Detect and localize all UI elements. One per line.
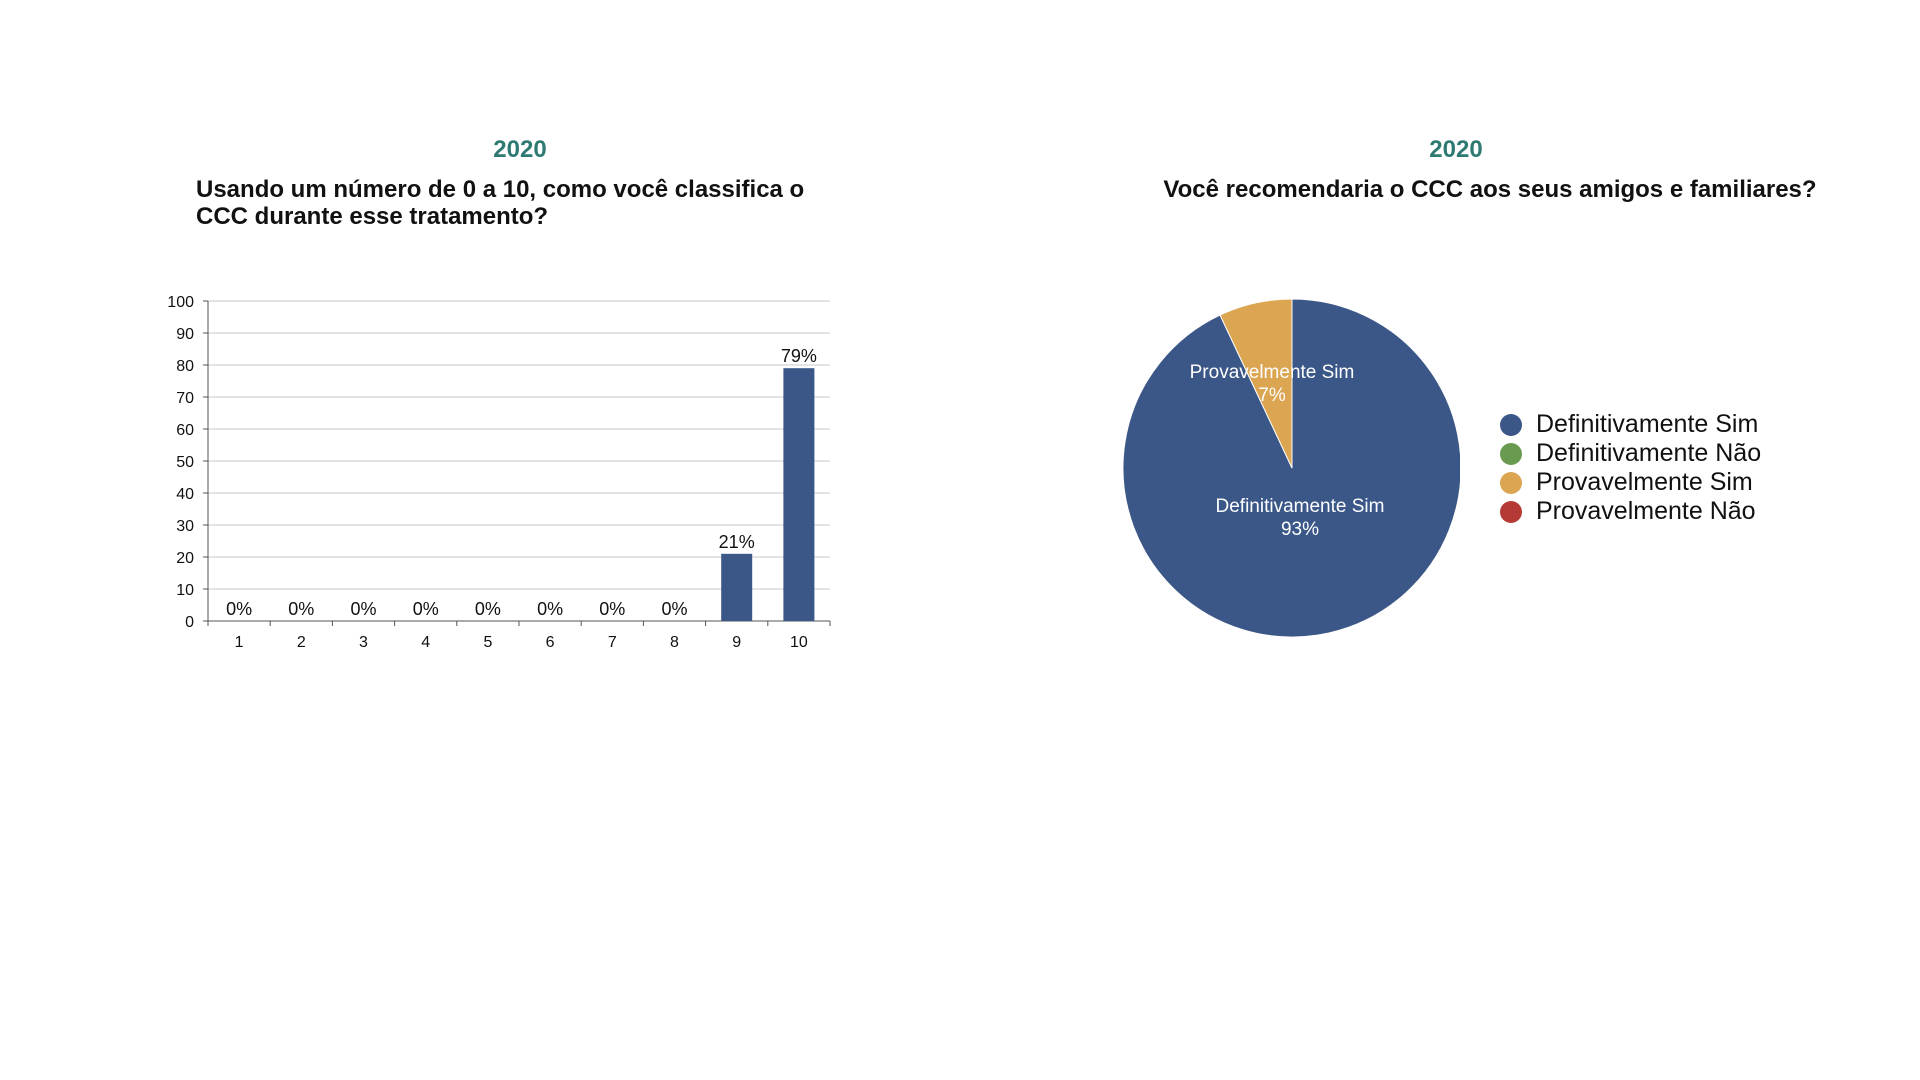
bar-value-label: 0%: [475, 599, 501, 619]
pie-legend: Definitivamente Sim Definitivamente Não …: [1500, 410, 1761, 526]
x-tick-label: 7: [608, 634, 617, 651]
x-tick-label: 2: [297, 634, 306, 651]
bar-chart-year: 2020: [493, 136, 547, 163]
x-tick-label: 4: [421, 634, 430, 651]
legend-item-definitivamente-sim: Definitivamente Sim: [1500, 410, 1761, 439]
pie-chart-year: 2020: [1429, 136, 1483, 163]
y-tick-label: 40: [176, 486, 194, 503]
legend-swatch: [1500, 500, 1522, 523]
pie-slice-percent: 93%: [1281, 519, 1319, 540]
bar-value-label: 21%: [719, 532, 755, 552]
pie-chart-question: Você recomendaria o CCC aos seus amigos …: [1163, 176, 1817, 203]
legend-label: Provavelmente Não: [1536, 497, 1756, 525]
legend-item-definitivamente-nao: Definitivamente Não: [1500, 439, 1761, 468]
bar-value-label: 0%: [599, 599, 625, 619]
bar-value-label: 79%: [781, 346, 817, 366]
pie-slice-percent: 7%: [1258, 385, 1286, 406]
x-tick-label: 1: [235, 634, 244, 651]
bar-value-label: 0%: [661, 599, 687, 619]
x-tick-label: 5: [483, 634, 492, 651]
x-tick-label: 8: [670, 634, 679, 651]
y-tick-label: 80: [176, 358, 194, 375]
x-tick-label: 9: [732, 634, 741, 651]
y-tick-label: 100: [167, 294, 194, 311]
pie-slice: [1219, 298, 1293, 469]
y-tick-label: 90: [176, 326, 194, 343]
y-tick-label: 10: [176, 582, 194, 599]
x-tick-label: 6: [546, 634, 555, 651]
y-tick-label: 60: [176, 422, 194, 439]
x-tick-label: 3: [359, 634, 368, 651]
legend-swatch: [1500, 413, 1522, 436]
y-tick-label: 20: [176, 550, 194, 567]
legend-item-provavelmente-nao: Provavelmente Não: [1500, 497, 1761, 526]
legend-swatch: [1500, 442, 1522, 465]
legend-label: Provavelmente Sim: [1536, 468, 1753, 496]
legend-item-provavelmente-sim: Provavelmente Sim: [1500, 468, 1761, 497]
x-tick-label: 10: [790, 634, 808, 651]
y-tick-label: 70: [176, 390, 194, 407]
rating-bar-chart: 0 10 20 30 40 50 60 70 80 90 100 0% 1 0% 2 0% 3 0% 4 0% 5 0% 6…: [167, 294, 831, 651]
bar: [721, 553, 753, 621]
bar-value-label: 0%: [288, 599, 314, 619]
legend-label: Definitivamente Não: [1536, 439, 1762, 467]
legend-label: Definitivamente Sim: [1536, 410, 1759, 438]
bar-value-label: 0%: [350, 599, 376, 619]
pie-slice-label: Provavelmente Sim: [1190, 362, 1355, 383]
pie-slice-label: Definitivamente Sim: [1216, 496, 1385, 517]
y-tick-label: 30: [176, 518, 194, 535]
bar-value-label: 0%: [537, 599, 563, 619]
bar: [783, 368, 815, 621]
bar-value-label: 0%: [413, 599, 439, 619]
legend-swatch: [1500, 471, 1522, 494]
y-tick-label: 50: [176, 454, 194, 471]
bar-chart-question: Usando um número de 0 a 10, como você cl…: [196, 176, 805, 230]
y-tick-label: 0: [185, 614, 194, 631]
bar-value-label: 0%: [226, 599, 252, 619]
